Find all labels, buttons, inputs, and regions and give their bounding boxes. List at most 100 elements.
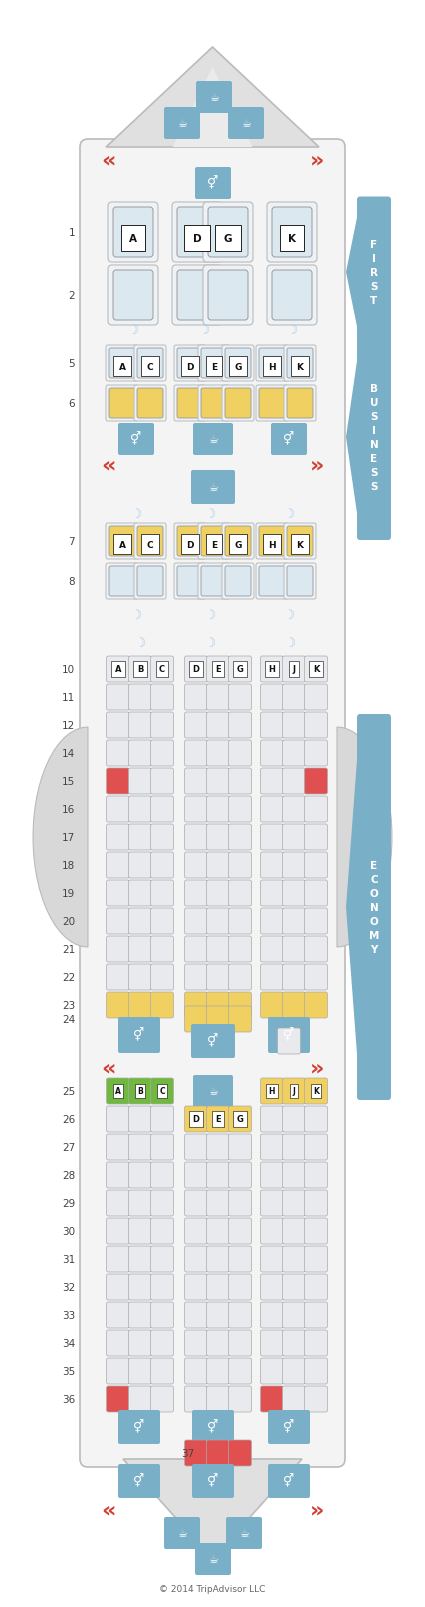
Text: 12: 12 <box>62 720 75 731</box>
Text: D: D <box>193 235 201 244</box>
Text: ☕: ☕ <box>208 1554 218 1564</box>
FancyBboxPatch shape <box>113 207 153 257</box>
FancyBboxPatch shape <box>107 1135 130 1160</box>
FancyBboxPatch shape <box>207 1302 230 1327</box>
FancyBboxPatch shape <box>107 685 130 710</box>
FancyBboxPatch shape <box>229 1006 252 1032</box>
FancyBboxPatch shape <box>184 657 207 683</box>
FancyBboxPatch shape <box>137 349 163 379</box>
FancyBboxPatch shape <box>283 712 306 739</box>
Text: ⚥: ⚥ <box>283 1421 295 1433</box>
Text: E: E <box>211 362 217 371</box>
FancyBboxPatch shape <box>226 1517 262 1549</box>
FancyBboxPatch shape <box>261 1245 283 1273</box>
FancyBboxPatch shape <box>184 1302 207 1327</box>
FancyBboxPatch shape <box>107 1274 130 1300</box>
FancyBboxPatch shape <box>229 1135 252 1160</box>
FancyBboxPatch shape <box>304 1331 328 1356</box>
FancyBboxPatch shape <box>201 349 227 379</box>
Text: C: C <box>159 665 165 673</box>
FancyBboxPatch shape <box>128 1387 151 1413</box>
Text: 14: 14 <box>62 749 75 759</box>
FancyBboxPatch shape <box>184 1191 207 1216</box>
Text: 19: 19 <box>62 889 75 898</box>
FancyBboxPatch shape <box>268 1017 310 1053</box>
Text: ☽: ☽ <box>198 323 210 336</box>
FancyBboxPatch shape <box>304 657 328 683</box>
FancyBboxPatch shape <box>229 1274 252 1300</box>
FancyBboxPatch shape <box>229 1218 252 1244</box>
Text: ☽: ☽ <box>286 323 298 336</box>
FancyBboxPatch shape <box>207 964 230 990</box>
FancyBboxPatch shape <box>184 685 207 710</box>
FancyBboxPatch shape <box>192 1409 234 1445</box>
FancyBboxPatch shape <box>134 524 166 559</box>
Text: ☕: ☕ <box>208 1086 218 1096</box>
Text: A: A <box>119 540 125 550</box>
FancyBboxPatch shape <box>207 1135 230 1160</box>
FancyBboxPatch shape <box>283 1162 306 1188</box>
FancyBboxPatch shape <box>261 852 283 879</box>
FancyBboxPatch shape <box>184 1135 207 1160</box>
Text: D: D <box>193 1115 199 1123</box>
Polygon shape <box>346 341 360 535</box>
FancyBboxPatch shape <box>150 964 173 990</box>
FancyBboxPatch shape <box>283 937 306 963</box>
Text: ☽: ☽ <box>130 609 142 622</box>
FancyBboxPatch shape <box>304 797 328 823</box>
FancyBboxPatch shape <box>150 1218 173 1244</box>
FancyBboxPatch shape <box>184 852 207 879</box>
Text: ⚥: ⚥ <box>207 177 218 191</box>
FancyBboxPatch shape <box>174 564 206 599</box>
FancyBboxPatch shape <box>357 198 391 349</box>
FancyBboxPatch shape <box>207 1358 230 1384</box>
Text: 28: 28 <box>62 1170 75 1180</box>
FancyBboxPatch shape <box>207 657 230 683</box>
FancyBboxPatch shape <box>304 1358 328 1384</box>
FancyBboxPatch shape <box>150 1135 173 1160</box>
FancyBboxPatch shape <box>184 964 207 990</box>
FancyBboxPatch shape <box>283 824 306 850</box>
FancyBboxPatch shape <box>256 346 288 382</box>
FancyBboxPatch shape <box>107 1358 130 1384</box>
FancyBboxPatch shape <box>283 1387 306 1413</box>
Text: 7: 7 <box>68 537 75 546</box>
FancyBboxPatch shape <box>107 993 130 1019</box>
FancyBboxPatch shape <box>109 567 135 596</box>
Text: 30: 30 <box>62 1226 75 1236</box>
FancyBboxPatch shape <box>196 82 232 114</box>
FancyBboxPatch shape <box>106 564 138 599</box>
FancyBboxPatch shape <box>283 881 306 906</box>
FancyBboxPatch shape <box>229 712 252 739</box>
FancyBboxPatch shape <box>128 993 151 1019</box>
FancyBboxPatch shape <box>150 797 173 823</box>
FancyBboxPatch shape <box>184 1387 207 1413</box>
Text: ☽: ☽ <box>283 609 295 622</box>
FancyBboxPatch shape <box>261 881 283 906</box>
FancyBboxPatch shape <box>177 207 217 257</box>
FancyBboxPatch shape <box>164 108 200 140</box>
Text: E: E <box>211 540 217 550</box>
Text: 8: 8 <box>68 577 75 587</box>
FancyBboxPatch shape <box>229 1191 252 1216</box>
FancyBboxPatch shape <box>137 527 163 556</box>
FancyBboxPatch shape <box>229 1245 252 1273</box>
FancyBboxPatch shape <box>150 1162 173 1188</box>
FancyBboxPatch shape <box>106 346 138 382</box>
FancyBboxPatch shape <box>229 741 252 767</box>
FancyBboxPatch shape <box>304 712 328 739</box>
FancyBboxPatch shape <box>304 1135 328 1160</box>
FancyBboxPatch shape <box>109 527 135 556</box>
Text: E: E <box>215 665 221 673</box>
FancyBboxPatch shape <box>259 389 285 419</box>
FancyBboxPatch shape <box>177 567 203 596</box>
FancyBboxPatch shape <box>203 265 253 326</box>
FancyBboxPatch shape <box>284 386 316 421</box>
FancyBboxPatch shape <box>283 1218 306 1244</box>
FancyBboxPatch shape <box>261 1078 283 1104</box>
Polygon shape <box>346 720 360 1094</box>
Text: 16: 16 <box>62 805 75 815</box>
FancyBboxPatch shape <box>229 964 252 990</box>
FancyBboxPatch shape <box>283 1358 306 1384</box>
FancyBboxPatch shape <box>150 685 173 710</box>
